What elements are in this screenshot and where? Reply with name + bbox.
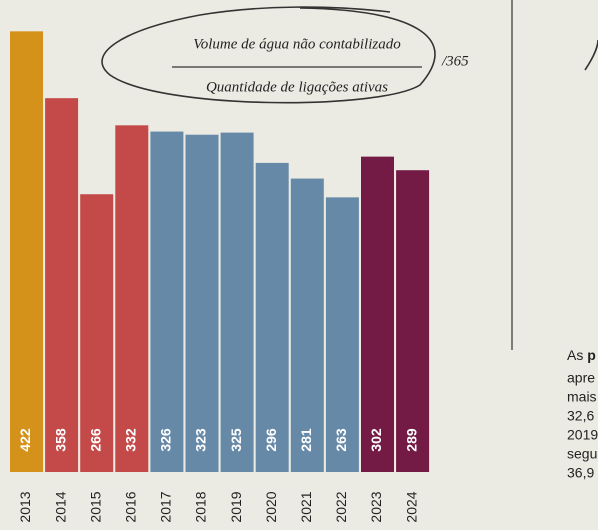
bar: [115, 125, 149, 472]
value-label: 325: [228, 428, 244, 452]
x-tick-label: 2014: [52, 491, 68, 522]
side-text-first: As: [567, 347, 583, 363]
bar: [150, 131, 184, 472]
bar: [220, 132, 254, 472]
bar: [361, 156, 394, 473]
x-tick-label: 2016: [123, 491, 139, 522]
side-text: mais: [567, 389, 597, 405]
value-label: 296: [263, 428, 279, 452]
side-text: 32,6: [567, 408, 594, 424]
value-label: 326: [158, 428, 174, 452]
x-tick-label: 2024: [403, 491, 419, 522]
value-label: 332: [123, 428, 139, 452]
denominator: Quantidade de ligações ativas: [206, 79, 388, 95]
bar: [325, 197, 359, 472]
value-label: 302: [368, 428, 384, 452]
x-tick-label: 2020: [263, 491, 279, 522]
x-tick-label: 2013: [17, 491, 33, 522]
bar: [80, 194, 114, 472]
x-tick-label: 2017: [158, 491, 174, 522]
x-tick-label: 2022: [333, 491, 349, 522]
side-text: 2019: [567, 427, 598, 443]
value-label: 358: [52, 428, 68, 452]
value-label: 422: [17, 428, 33, 452]
value-label: 323: [193, 428, 209, 452]
bar: [185, 134, 219, 473]
bar: [45, 98, 79, 472]
side-text-bold: p: [587, 347, 596, 363]
value-label: 289: [403, 428, 419, 452]
side-text: apre: [567, 370, 595, 386]
x-tick-label: 2019: [228, 491, 244, 522]
bar: [396, 170, 430, 472]
bar: [290, 178, 324, 472]
value-label: 281: [298, 428, 314, 452]
value-label: 266: [87, 428, 103, 452]
side-text: segu: [567, 446, 597, 462]
x-tick-label: 2018: [193, 491, 209, 522]
bar: [10, 31, 43, 473]
side-text: As p: [567, 347, 596, 363]
side-text: 36,9: [567, 465, 594, 481]
bar: [255, 162, 289, 472]
value-label: 263: [333, 428, 349, 452]
x-tick-label: 2021: [298, 491, 314, 522]
numerator: Volume de água não contabilizado: [193, 36, 401, 52]
x-tick-label: 2023: [368, 491, 384, 522]
x-tick-label: 2015: [87, 491, 103, 522]
divisor: /365: [441, 53, 469, 69]
